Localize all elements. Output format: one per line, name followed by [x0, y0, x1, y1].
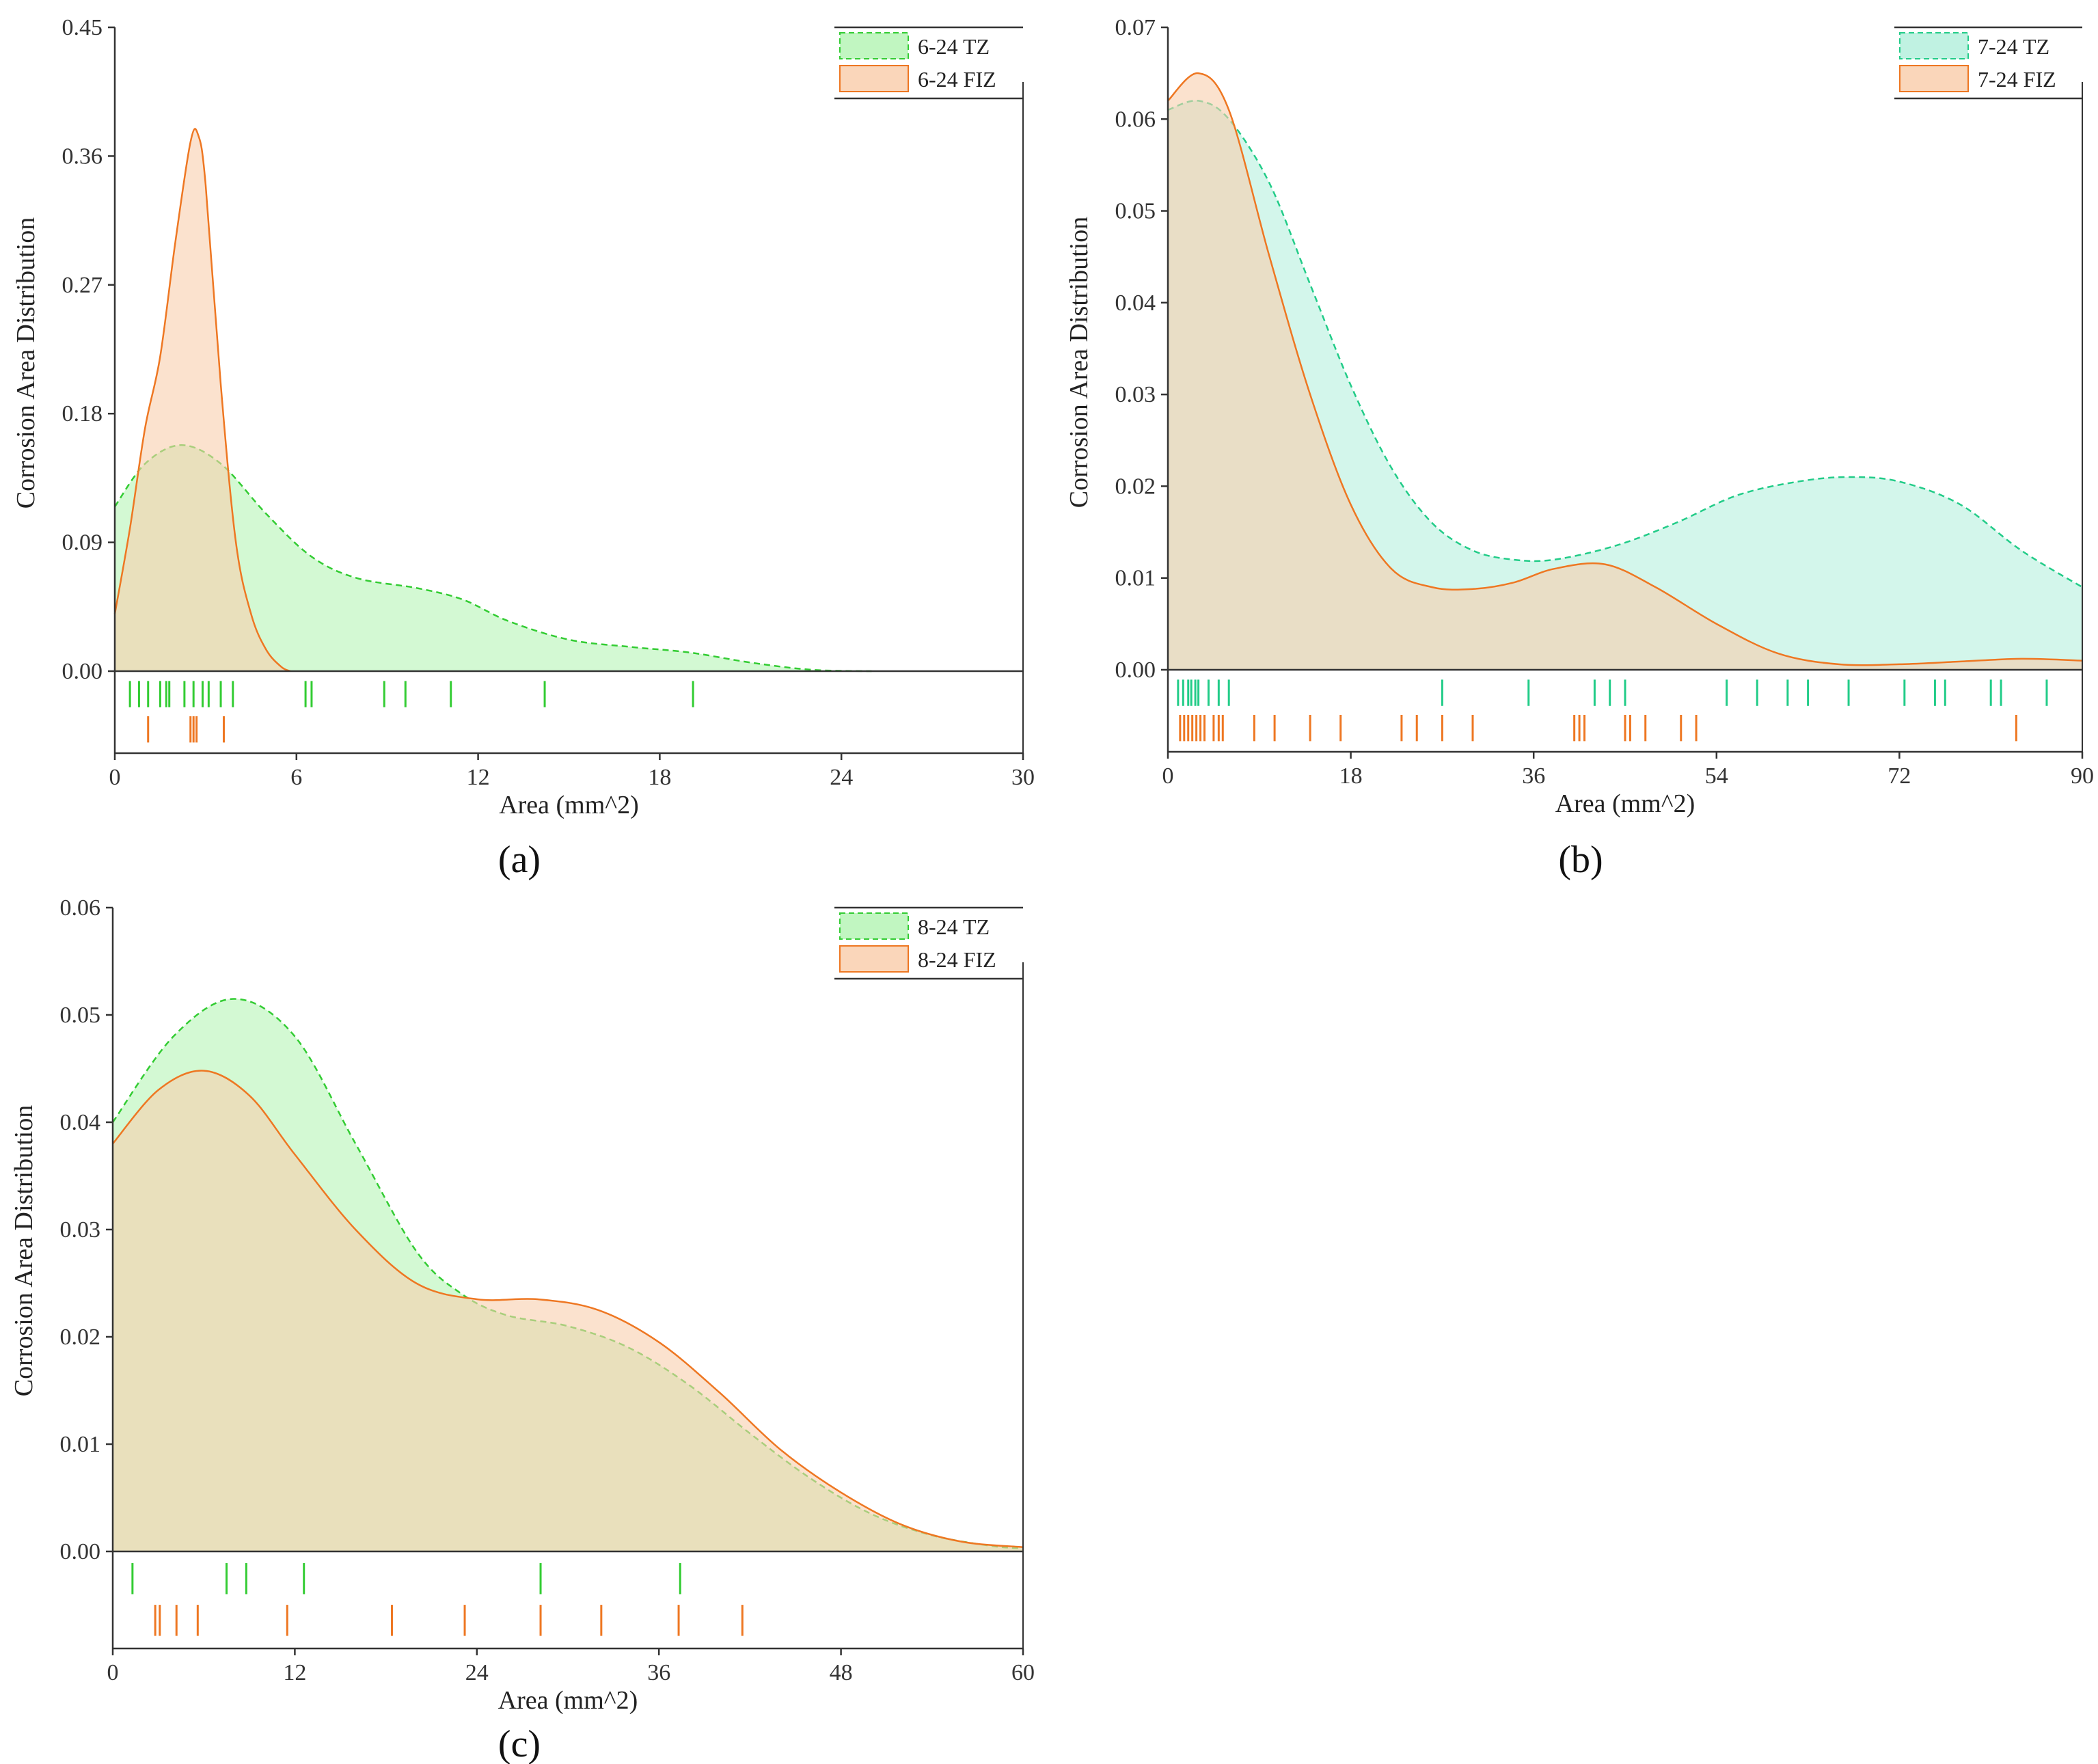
x-tick-label: 6: [290, 765, 302, 790]
y-tick-label: 0.27: [62, 273, 103, 298]
y-tick-label: 0.36: [62, 144, 103, 169]
legend-entry: 7-24 FIZ: [1978, 67, 2056, 92]
y-tick-label: 0.07: [1115, 15, 1156, 40]
y-tick-label: 0.04: [1115, 290, 1156, 316]
y-tick-label: 0.06: [1115, 107, 1156, 132]
chart-panel-a: 0.00 0.09 0.18 0.27 0.36 0.45 0 6 12 18 24 30 Area (…: [12, 15, 1035, 881]
x-axis-title: Area (mm^2): [498, 1686, 638, 1715]
legend-entry: 7-24 TZ: [1978, 34, 2049, 59]
x-tick-label: 36: [647, 1660, 670, 1685]
x-tick-label: 60: [1011, 1660, 1035, 1685]
chart-panel-c: 0.00 0.01 0.02 0.03 0.04 0.05 0.06 0 12 24 36 48 60 A…: [10, 895, 1035, 1764]
x-tick-label: 18: [648, 765, 671, 790]
x-axis-title: Area (mm^2): [499, 791, 639, 819]
legend-swatch: [1899, 32, 1969, 59]
legend: 8-24 TZ 8-24 FIZ: [834, 906, 1023, 980]
y-tick-label: 0.05: [60, 1003, 101, 1028]
legend-entry: 8-24 FIZ: [918, 947, 996, 972]
panel-label: (a): [498, 839, 541, 881]
y-tick-label: 0.03: [1115, 382, 1156, 407]
legend-entry: 6-24 TZ: [918, 34, 990, 59]
y-tick-label: 0.45: [62, 15, 103, 40]
y-tick-label: 0.02: [60, 1325, 101, 1350]
legend-swatch: [839, 945, 909, 973]
y-tick-label: 0.00: [1115, 657, 1156, 683]
series-line-8-24-fiz: [112, 1070, 1024, 1548]
y-tick-label: 0.05: [1115, 199, 1156, 224]
legend: 6-24 TZ 6-24 FIZ: [834, 26, 1023, 100]
y-tick-label: 0.09: [62, 530, 103, 556]
legend-swatch: [1899, 65, 1969, 92]
x-tick-label: 24: [465, 1660, 489, 1685]
x-axis-title: Area (mm^2): [1555, 789, 1695, 818]
y-tick-label: 0.03: [60, 1217, 101, 1243]
x-tick-label: 24: [830, 765, 853, 790]
series-area-8-24-fiz: [113, 1070, 1023, 1551]
legend-swatch: [839, 32, 909, 59]
y-tick-label: 0.01: [60, 1432, 101, 1457]
x-tick-label: 12: [283, 1660, 306, 1685]
x-tick-label: 0: [107, 1660, 119, 1685]
series-area-6-24-fiz: [115, 128, 290, 672]
legend: 7-24 TZ 7-24 FIZ: [1894, 26, 2082, 100]
series-area-7-24-fiz: [1168, 73, 2082, 670]
legend-swatch: [839, 65, 909, 92]
x-tick-label: 12: [467, 765, 490, 790]
x-tick-label: 0: [1162, 763, 1174, 789]
x-tick-label: 54: [1705, 763, 1728, 789]
chart-panel-b: 0.00 0.01 0.02 0.03 0.04 0.05 0.06 0.07 0 18 36 54 7…: [1065, 15, 2094, 881]
y-tick-label: 0.04: [60, 1110, 101, 1135]
series-area-6-24-tz: [115, 445, 872, 671]
x-tick-label: 36: [1522, 763, 1545, 789]
y-tick-label: 0.18: [62, 401, 103, 426]
series-line-7-24-fiz: [1167, 72, 2083, 666]
y-axis-title: Corrosion Area Distribution: [10, 1105, 38, 1396]
y-tick-label: 0.00: [62, 659, 103, 684]
x-tick-label: 72: [1888, 763, 1911, 789]
y-axis-title: Corrosion Area Distribution: [1065, 217, 1093, 508]
x-tick-label: 90: [2071, 763, 2094, 789]
legend-entry: 8-24 TZ: [918, 914, 990, 939]
legend-swatch: [839, 912, 909, 940]
series-line-7-24-tz: [1167, 100, 2083, 588]
x-tick-label: 0: [109, 765, 121, 790]
x-tick-label: 30: [1011, 765, 1035, 790]
x-tick-label: 18: [1339, 763, 1363, 789]
panel-label: (b): [1558, 839, 1603, 881]
y-tick-label: 0.02: [1115, 474, 1156, 499]
legend-entry: 6-24 FIZ: [918, 67, 996, 92]
y-tick-label: 0.00: [60, 1539, 101, 1564]
x-tick-label: 48: [830, 1660, 853, 1685]
panel-label: (c): [498, 1723, 541, 1764]
series-area-7-24-tz: [1168, 100, 2082, 670]
series-line-6-24-fiz: [113, 128, 291, 673]
y-tick-label: 0.01: [1115, 566, 1156, 591]
y-tick-label: 0.06: [60, 895, 101, 921]
y-axis-title: Corrosion Area Distribution: [12, 217, 40, 508]
